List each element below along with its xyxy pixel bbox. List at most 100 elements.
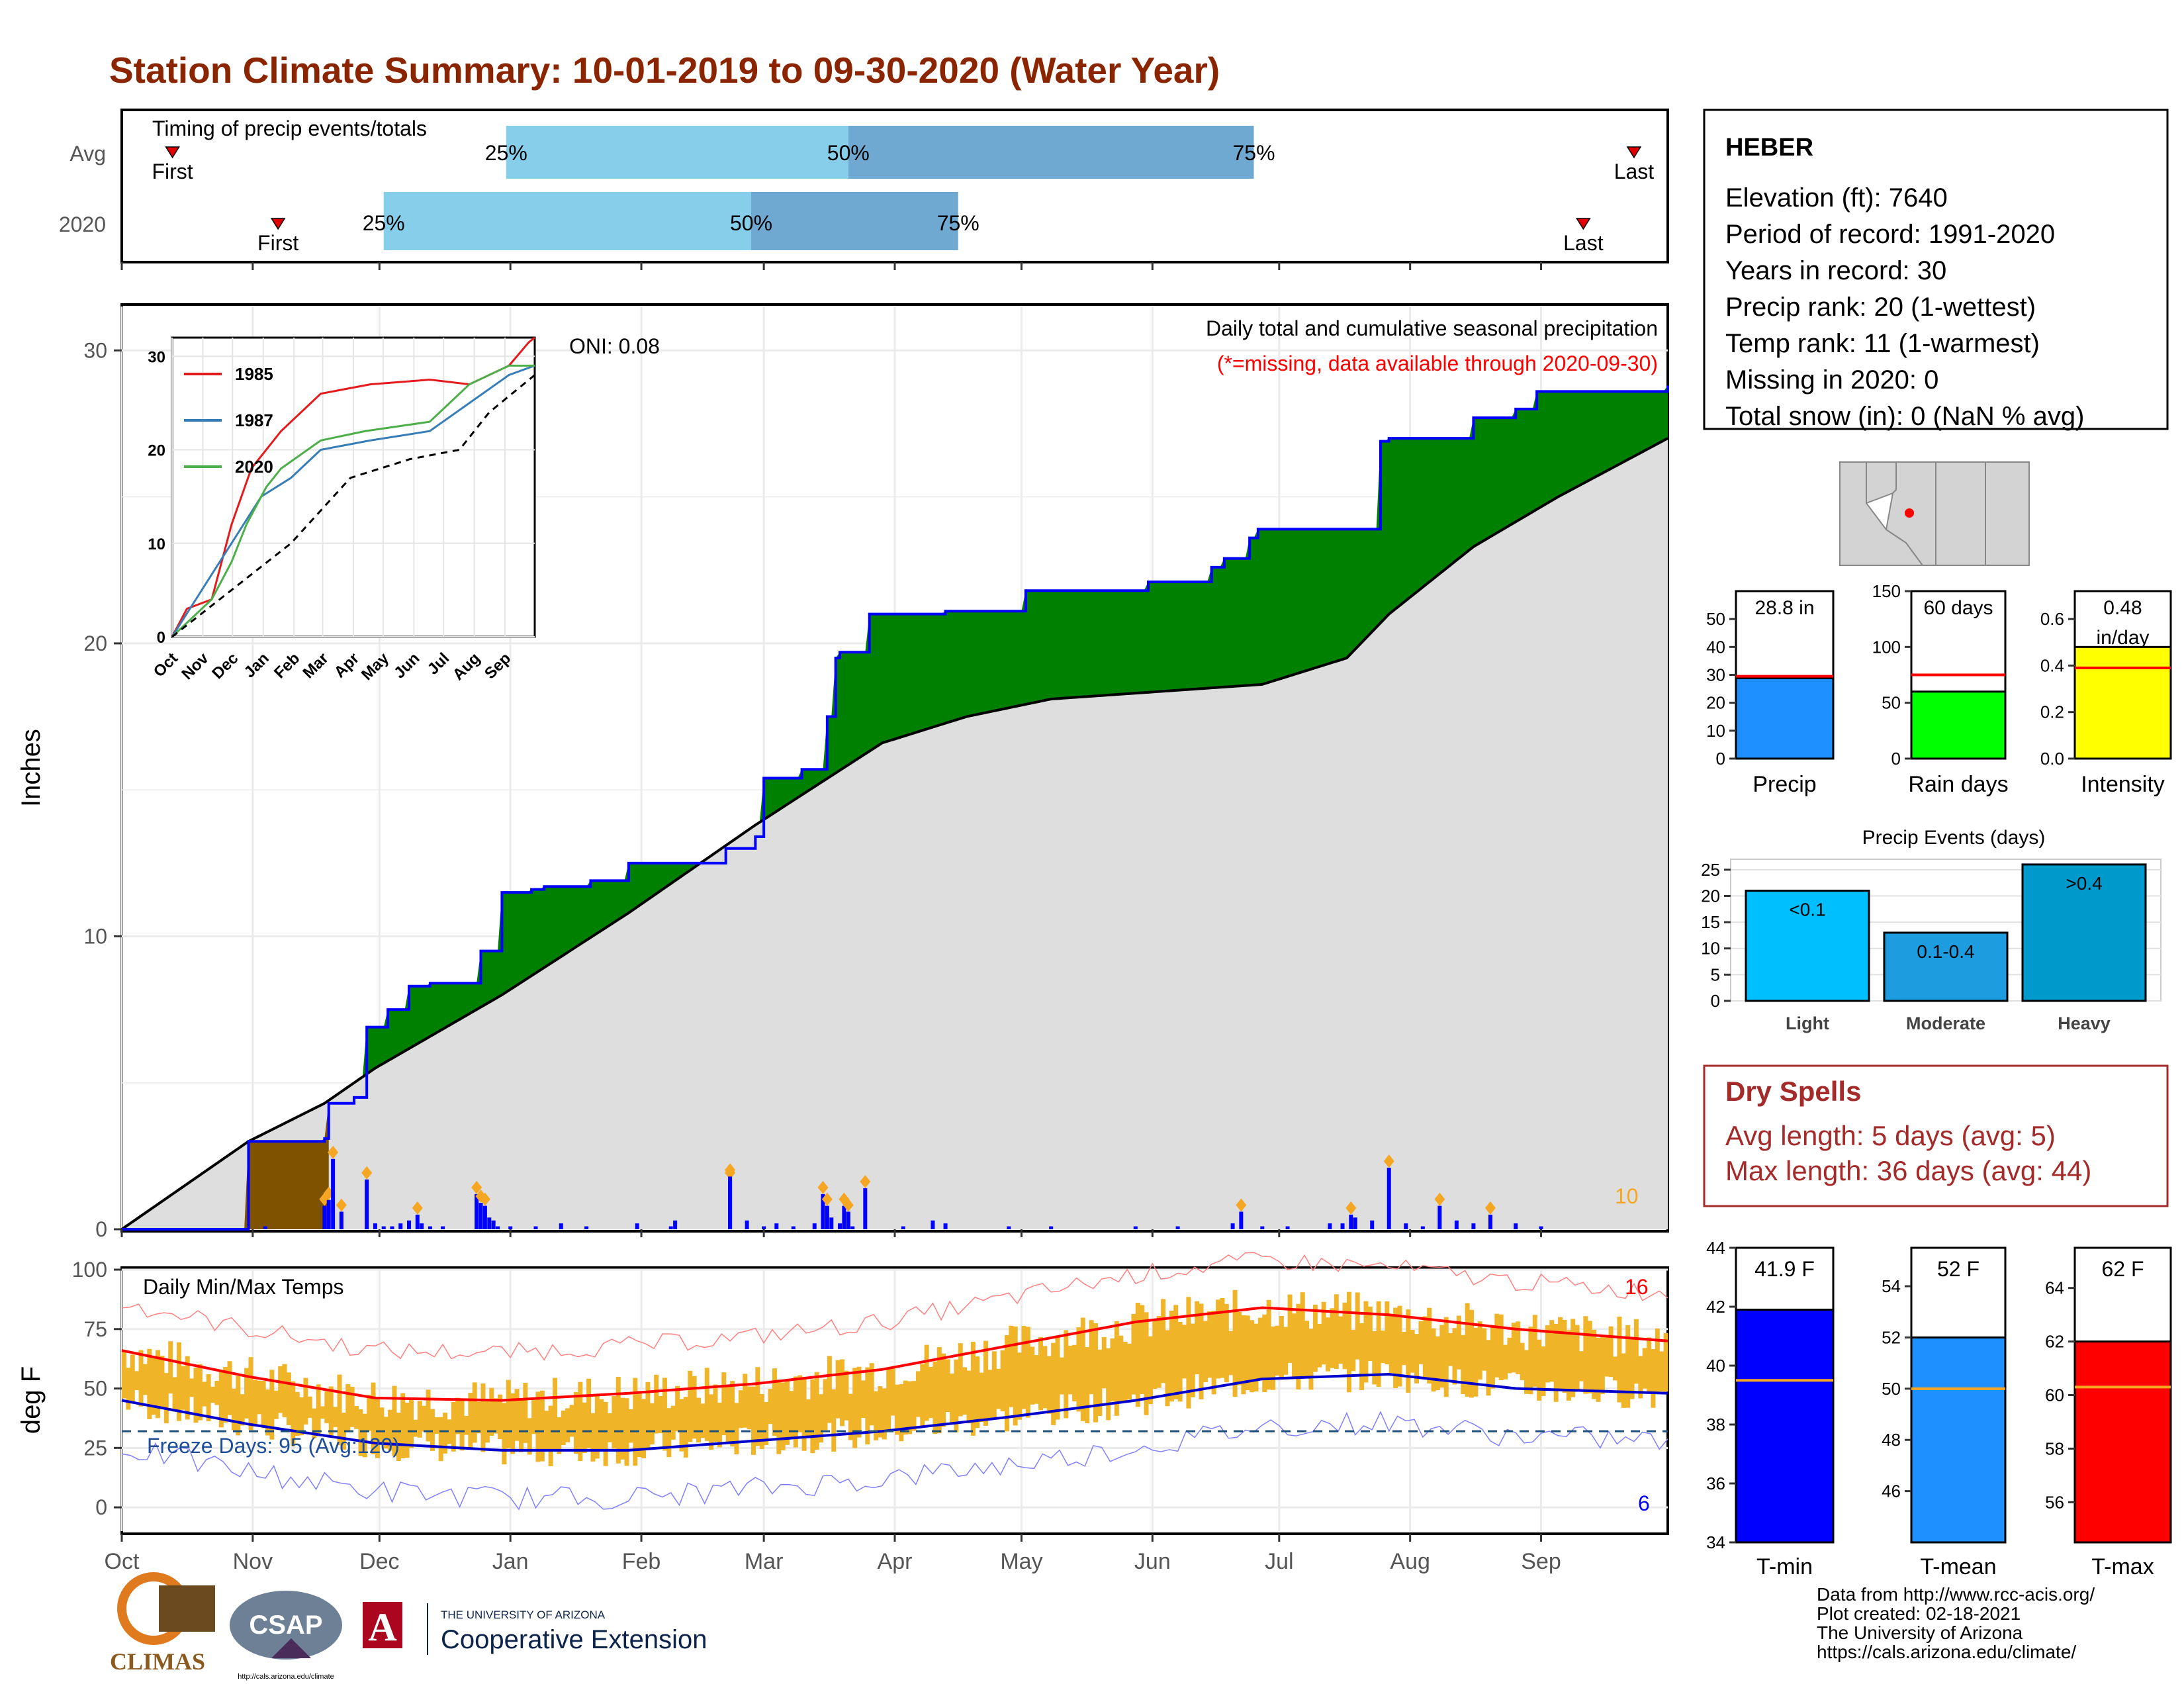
precip-summary-tick-label: 50 (1706, 609, 1725, 629)
daily-precip-marker (1236, 1198, 1247, 1212)
daily-temp-bar (1000, 1350, 1005, 1411)
daily-temp-bar (1625, 1325, 1631, 1408)
timing-bar-50-75 (848, 126, 1254, 179)
map-state-nm (1935, 461, 1986, 566)
daily-temp-bar (996, 1368, 1001, 1409)
daily-temp-bar (628, 1409, 633, 1443)
temp-summary-axis-label: T-mean (1920, 1554, 1996, 1579)
daily-temp-bar (1271, 1326, 1276, 1390)
temp-summary-axis-label: T-min (1756, 1554, 1813, 1579)
daily-precip-bar (584, 1226, 589, 1229)
daily-temp-bar (1110, 1338, 1115, 1402)
daily-temp-bar (827, 1356, 832, 1423)
events-bar-label: Heavy (2058, 1013, 2111, 1033)
daily-precip-bar (390, 1226, 394, 1229)
events-tick-label: 10 (1701, 939, 1720, 959)
timing-p50-label: 50% (827, 141, 870, 165)
climas-logo-text: CLIMAS (110, 1648, 205, 1675)
station-snow: Total snow (in): 0 (NaN % avg) (1725, 402, 2084, 431)
daily-temp-bar (1118, 1335, 1124, 1404)
precip-ytick-label: 30 (83, 338, 107, 362)
daily-temp-bar (743, 1374, 748, 1428)
daily-precip-marker (817, 1180, 829, 1194)
daily-temp-bar (654, 1374, 659, 1434)
daily-temp-bar (502, 1403, 507, 1465)
daily-precip-bar (508, 1226, 513, 1229)
daily-temp-bar (1633, 1319, 1639, 1384)
precip-ytick-label: 10 (83, 924, 107, 948)
daily-precip-marker (1434, 1192, 1445, 1206)
events-bar-text: >0.4 (2066, 873, 2102, 894)
daily-temp-bar (1477, 1321, 1482, 1380)
daily-temp-bar (1046, 1356, 1052, 1414)
daily-temp-bar (409, 1399, 414, 1448)
daily-temp-bar (578, 1382, 583, 1462)
daily-temp-bar (801, 1379, 807, 1451)
precip-ytick-label: 20 (83, 632, 107, 655)
daily-temp-bar (599, 1399, 604, 1450)
daily-temp-bar (1469, 1309, 1475, 1398)
daily-temp-bar (1372, 1331, 1377, 1385)
daily-temp-bar (1207, 1311, 1212, 1378)
daily-temp-bar (924, 1344, 929, 1421)
daily-precip-bar (496, 1226, 500, 1229)
daily-temp-bar (223, 1367, 228, 1423)
daily-temp-bar (1140, 1305, 1145, 1395)
daily-temp-bar (1503, 1344, 1508, 1380)
daily-temp-bar (527, 1418, 532, 1455)
daily-temp-bar (375, 1398, 380, 1458)
daily-temp-bar (1482, 1328, 1487, 1371)
precip-summary-tick-label: 0.4 (2040, 655, 2064, 675)
timing-label: Timing of precip events/totals (152, 117, 427, 140)
precip-summary-tick-label: 100 (1872, 637, 1901, 657)
daily-precip-bar (1404, 1223, 1408, 1229)
daily-precip-bar (943, 1223, 948, 1229)
daily-temp-bar (797, 1375, 803, 1432)
daily-precip-bar (407, 1220, 412, 1229)
daily-temp-bar (1461, 1335, 1466, 1395)
daily-temp-bar (1089, 1320, 1094, 1395)
daily-temp-bar (1578, 1351, 1584, 1382)
daily-temp-bar (1330, 1308, 1335, 1368)
daily-temp-bar (594, 1395, 600, 1459)
station-name: HEBER (1725, 134, 1813, 162)
daily-temp-bar (337, 1374, 342, 1446)
daily-temp-bar (147, 1348, 152, 1419)
precip-summary-tick-label: 0 (1891, 749, 1901, 769)
daily-temp-bar (176, 1342, 181, 1421)
freeze-days-label: Freeze Days: 95 (Avg:120) (147, 1434, 400, 1458)
daily-temp-bar (557, 1417, 562, 1454)
daily-temp-bar (430, 1409, 435, 1451)
timing-last-label: Last (1614, 160, 1655, 183)
daily-temp-bar (1097, 1349, 1103, 1416)
ua-small-text: THE UNIVERSITY OF ARIZONA (441, 1609, 606, 1621)
daily-temp-bar (291, 1381, 296, 1446)
daily-temp-bar (1321, 1301, 1326, 1365)
daily-temp-bar (814, 1372, 819, 1450)
daily-temp-bar (1165, 1330, 1170, 1407)
daily-temp-bar (785, 1381, 790, 1445)
daily-precip-bar (533, 1226, 538, 1229)
daily-temp-bar (709, 1394, 714, 1450)
daily-temp-bar (1553, 1323, 1559, 1402)
daily-temp-bar (172, 1377, 177, 1412)
daily-precip-bar (829, 1217, 834, 1229)
station-frame (1703, 109, 2169, 430)
daily-temp-bar (633, 1378, 638, 1466)
daily-temp-bar (244, 1368, 250, 1419)
precip-corner-count: 10 (1615, 1184, 1639, 1208)
temp-summary-tick-label: 38 (1706, 1415, 1725, 1434)
inset-series-line (171, 364, 535, 638)
station-location-marker (1905, 508, 1914, 518)
daily-temp-bar (404, 1402, 410, 1458)
temp-summary-tick-label: 64 (2045, 1278, 2064, 1298)
daily-temp-bar (1363, 1301, 1369, 1383)
daily-temp-bar (535, 1391, 541, 1462)
daily-temp-bar (1613, 1356, 1618, 1381)
daily-temp-bar (367, 1395, 372, 1431)
timing-p75-label: 75% (1232, 141, 1275, 165)
inset-ytick-label: 20 (148, 442, 165, 460)
inset-series-line (171, 374, 535, 638)
precip-summary-axis-label: Rain days (1908, 772, 2008, 797)
daily-temp-bar (1342, 1302, 1347, 1370)
